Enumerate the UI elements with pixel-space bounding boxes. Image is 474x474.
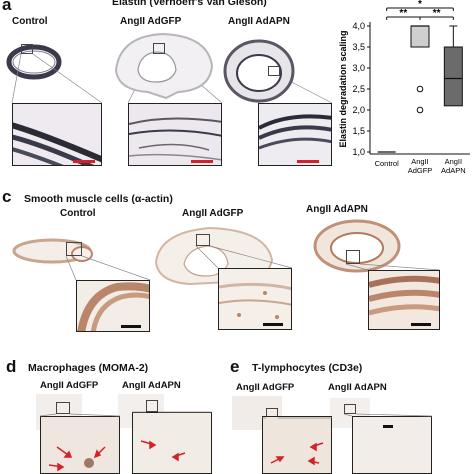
y-tick-label: 3,0 [352, 63, 365, 73]
x-tick-label: Control [375, 159, 400, 168]
y-axis-label: Elastin degradation scaling [338, 30, 348, 147]
y-tick-label: 1,0 [352, 147, 365, 157]
significance-label: * [418, 0, 422, 10]
panel-e-title: T-lymphocytes (CD3e) [252, 362, 363, 374]
x-tick-label: AdGFP [408, 166, 433, 175]
macrophage-arrows [48, 446, 106, 472]
moma-zoom-adapn [132, 412, 212, 474]
actin-zoom-marker-adapn [346, 250, 360, 264]
actin-zoom-control [76, 280, 150, 332]
panel-c-title: Smooth muscle cells (α-actin) [24, 193, 173, 205]
scale-bar [73, 160, 95, 163]
cd3e-zoom-marker-adapn [344, 404, 356, 414]
actin-zoom-marker-control [66, 242, 82, 256]
panel-e-label-adapn: AngII AdAPN [328, 382, 387, 393]
panel-c-letter: c [2, 187, 12, 206]
y-tick-label: 2,0 [352, 105, 365, 115]
actin-overview-control [10, 236, 120, 266]
elastin-overview-adapn [222, 36, 296, 106]
box-2 [410, 25, 430, 48]
panel-d-label-adapn: AngII AdAPN [122, 380, 181, 391]
y-tick-label: 4,0 [352, 21, 365, 31]
x-tick-label: AngII [445, 157, 463, 166]
significance-label: ** [433, 8, 441, 19]
scale-bar [121, 325, 141, 328]
scale-bar [411, 323, 431, 326]
panel-e-letter: e [230, 357, 240, 376]
elastin-zoom-marker-control [21, 44, 33, 54]
scale-bar [297, 160, 319, 163]
box-3 [443, 46, 463, 107]
panel-a-label-adapn: AngII AdAPN [228, 16, 290, 27]
y-tick-label: 2,5 [352, 84, 365, 94]
panel-d-title: Macrophages (MOMA-2) [28, 362, 149, 374]
panel-c-label-control: Control [60, 208, 96, 219]
elastin-zoom-adgfp [128, 103, 222, 166]
moma-zoom-marker-adapn [146, 400, 158, 412]
panel-a-title: Elastin (Verhoeff's Van Gieson) [112, 0, 267, 8]
x-tick-label: AngII [411, 157, 429, 166]
macrophage-arrows [140, 440, 186, 462]
moma-zoom-adgfp [40, 416, 120, 474]
panel-d-letter: d [6, 357, 17, 376]
panel-d-label-adgfp: AngII AdGFP [40, 380, 99, 391]
y-tick-label: 3,5 [352, 42, 365, 52]
actin-overview-adapn [312, 218, 402, 274]
panel-a-label-adgfp: AngII AdGFP [120, 16, 182, 27]
panel-e-label-adgfp: AngII AdGFP [236, 382, 295, 393]
scale-bar [263, 323, 283, 326]
x-tick-label: AdAPN [441, 166, 466, 175]
elastin-zoom-marker-adapn [268, 66, 280, 76]
actin-zoom-adgfp [218, 268, 292, 330]
scale-bar [191, 160, 213, 163]
scale-bar [383, 425, 393, 428]
cd3e-zoom-adapn [352, 416, 432, 474]
y-tick-label: 1,5 [352, 126, 365, 136]
panel-c-label-adapn: AngII AdAPN [306, 204, 368, 215]
actin-zoom-marker-adgfp [196, 234, 210, 246]
elastin-zoom-control [12, 103, 102, 166]
elastin-zoom-marker-adgfp [153, 43, 165, 54]
significance-label: ** [399, 8, 407, 19]
lymphocyte-arrows [270, 442, 324, 466]
outlier-point [416, 106, 424, 114]
actin-zoom-adapn [368, 270, 440, 330]
elastin-overview-adgfp [108, 30, 218, 100]
panel-c-label-adgfp: AngII AdGFP [182, 208, 244, 219]
panel-a-label-control: Control [12, 16, 48, 27]
elastin-zoom-adapn [258, 103, 332, 166]
cd3e-zoom-adgfp [262, 416, 332, 474]
outlier-point [416, 85, 424, 93]
moma-zoom-marker-adgfp [56, 402, 70, 414]
panel-a-letter: a [2, 0, 12, 14]
